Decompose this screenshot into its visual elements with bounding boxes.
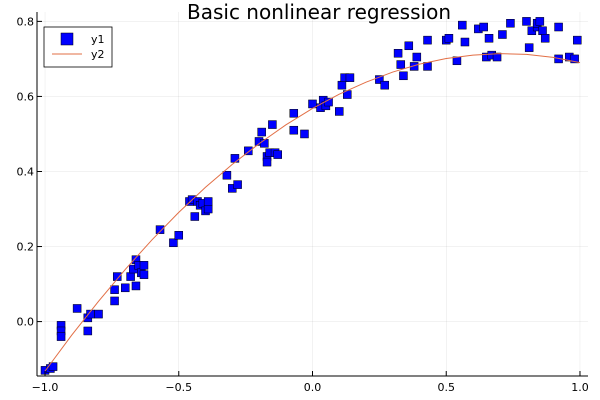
data-point xyxy=(174,231,184,240)
data-point xyxy=(121,283,130,293)
data-point xyxy=(56,332,66,341)
x-tick-label: 0.0 xyxy=(304,381,322,394)
data-point xyxy=(573,35,582,45)
legend-box xyxy=(43,26,113,68)
data-point xyxy=(110,296,119,306)
data-point xyxy=(83,326,93,336)
data-point xyxy=(289,109,299,118)
data-point xyxy=(423,35,432,45)
legend-swatch-y1 xyxy=(60,32,74,46)
data-point xyxy=(268,120,277,129)
data-point xyxy=(423,62,432,71)
data-point xyxy=(380,80,389,90)
y-tick-label: 0.4 xyxy=(17,165,35,178)
data-point xyxy=(484,34,494,43)
data-point xyxy=(72,304,82,313)
data-point xyxy=(169,238,178,248)
data-point xyxy=(324,97,333,107)
y-tick-label: 0.6 xyxy=(17,90,35,103)
data-point xyxy=(492,52,502,62)
data-point xyxy=(94,309,103,319)
data-point xyxy=(522,17,531,26)
data-point xyxy=(203,204,213,214)
data-point xyxy=(460,37,470,47)
data-point xyxy=(112,272,122,281)
data-point xyxy=(458,20,467,30)
data-point xyxy=(538,26,547,36)
series-layer xyxy=(40,17,582,375)
data-point xyxy=(412,52,422,62)
y-tick-label: 0.2 xyxy=(17,241,35,254)
legend-label-y2: y2 xyxy=(91,48,105,61)
data-point xyxy=(203,197,213,206)
data-point xyxy=(222,170,232,180)
x-tick-label: 1.0 xyxy=(571,381,589,394)
data-point xyxy=(190,212,200,221)
data-point xyxy=(535,17,545,26)
data-point xyxy=(345,73,355,82)
data-point xyxy=(404,41,414,51)
data-point xyxy=(335,107,344,116)
data-point xyxy=(444,34,454,43)
grid xyxy=(37,12,588,376)
data-point xyxy=(300,129,309,139)
data-point xyxy=(399,71,408,81)
data-point xyxy=(110,285,119,294)
data-point xyxy=(506,19,515,28)
chart-title: Basic nonlinear regression xyxy=(187,0,451,24)
data-point xyxy=(139,261,149,270)
data-point xyxy=(393,49,403,58)
data-point xyxy=(554,22,563,32)
data-point xyxy=(233,180,242,189)
x-tick-label: −0.5 xyxy=(165,381,192,394)
data-point xyxy=(337,80,347,90)
data-point xyxy=(131,281,141,291)
y-tick-label: 0.8 xyxy=(17,15,35,28)
y-tick-label: 0.0 xyxy=(17,316,35,329)
data-point xyxy=(375,75,384,84)
x-tick-label: 0.5 xyxy=(437,381,455,394)
data-point xyxy=(257,127,266,137)
data-point xyxy=(524,43,534,52)
axes: −1.0 −0.5 0.0 0.5 1.0 0.0 0.2 0.4 0.6 0.8 xyxy=(17,12,589,394)
data-point xyxy=(139,270,149,279)
data-point xyxy=(126,272,135,281)
series-line-y2 xyxy=(44,53,581,372)
data-point xyxy=(498,30,507,39)
data-point xyxy=(273,150,282,159)
data-point xyxy=(244,146,253,156)
data-point xyxy=(540,34,550,43)
data-point xyxy=(48,362,58,371)
data-point xyxy=(155,225,165,234)
data-point xyxy=(570,54,579,64)
data-point xyxy=(289,125,299,135)
x-tick-label: −1.0 xyxy=(32,381,59,394)
data-point xyxy=(396,60,406,69)
legend-label-y1: y1 xyxy=(91,33,105,46)
data-point xyxy=(479,22,488,32)
data-point xyxy=(262,157,272,167)
data-point xyxy=(230,154,240,163)
